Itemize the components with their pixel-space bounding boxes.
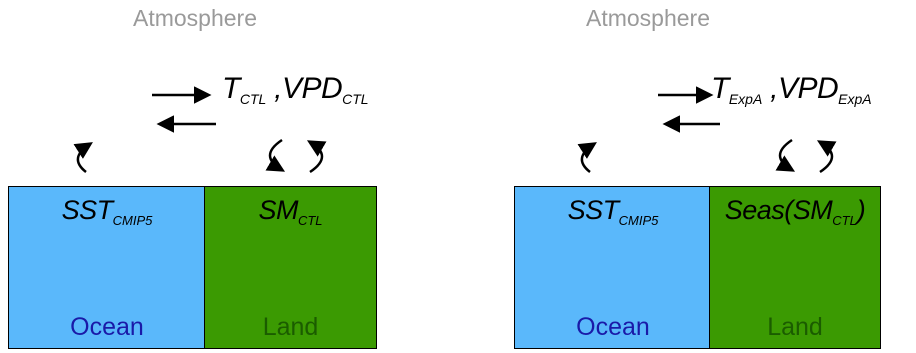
land-box: Seas(SMCTL) Land xyxy=(709,186,881,349)
sst-var: SST xyxy=(567,195,620,225)
sm-variable: Seas(SMCTL) xyxy=(710,195,880,228)
arrows-graphic xyxy=(73,86,327,174)
ocean-box: SSTCMIP5 Ocean xyxy=(514,186,712,349)
land-box: SMCTL Land xyxy=(204,186,377,349)
sm-variable: SMCTL xyxy=(205,195,376,228)
sm-var: SM xyxy=(792,195,833,225)
circular-arrow-icon xyxy=(265,138,286,172)
atmosphere-variables: TCTL ,VPDCTL xyxy=(222,72,369,107)
separator: , xyxy=(266,72,282,105)
atmosphere-label: Atmosphere xyxy=(132,5,257,31)
diagram-panel-control: Atmosphere TCTL ,VPDCTL SSTCMIP5 Ocean S… xyxy=(8,5,377,349)
diagram-panel-expa: Atmosphere TExpA ,VPDExpA SSTCMIP5 Ocean… xyxy=(458,0,916,353)
atmosphere-label: Atmosphere xyxy=(585,5,710,31)
temperature-subscript: ExpA xyxy=(728,91,763,107)
sst-variable: SSTCMIP5 xyxy=(9,195,205,228)
circular-arrow-icon xyxy=(306,140,327,174)
ocean-label: Ocean xyxy=(70,313,144,341)
ocean-label: Ocean xyxy=(576,313,650,341)
vpd-var: VPD xyxy=(777,72,839,105)
temperature-var: T xyxy=(222,72,240,105)
sst-subscript: CMIP5 xyxy=(112,213,153,228)
sm-subscript: CTL xyxy=(832,213,857,228)
circular-arrow-icon xyxy=(577,142,597,173)
ocean-box: SSTCMIP5 Ocean xyxy=(8,186,206,349)
circular-arrow-icon xyxy=(73,142,93,173)
sst-var: SST xyxy=(61,195,114,225)
atmosphere-variables: TExpA ,VPDExpA xyxy=(711,72,872,107)
sst-variable: SSTCMIP5 xyxy=(515,195,711,228)
sm-var: SM xyxy=(258,195,298,225)
vpd-subscript: CTL xyxy=(342,91,369,107)
vpd-var: VPD xyxy=(281,72,343,105)
separator: , xyxy=(762,72,778,105)
land-label: Land xyxy=(767,313,823,341)
circular-arrow-icon xyxy=(775,138,796,172)
temperature-subscript: CTL xyxy=(239,91,267,107)
vpd-subscript: ExpA xyxy=(838,91,872,107)
arrows-graphic xyxy=(577,86,837,174)
sm-prefix: Seas( xyxy=(724,195,794,225)
sm-suffix: ) xyxy=(856,195,866,225)
sm-subscript: CTL xyxy=(297,213,323,228)
circular-arrow-icon xyxy=(816,140,837,174)
temperature-var: T xyxy=(711,72,729,105)
land-label: Land xyxy=(262,313,319,341)
sst-subscript: CMIP5 xyxy=(618,213,659,228)
